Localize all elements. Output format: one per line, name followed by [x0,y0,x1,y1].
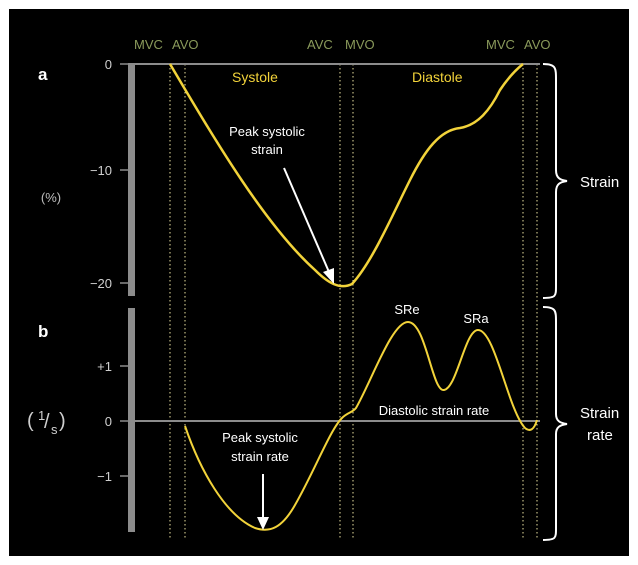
strain-curve [168,63,524,288]
event-label-avo-1: AVO [172,37,199,52]
panel-a-y-axis [128,63,135,296]
svg-text:): ) [59,410,66,432]
event-label-mvc-2: MVC [486,37,515,52]
panel-a-unit: (%) [41,190,61,205]
svg-text:/: / [44,411,50,433]
strain-rate-curve [184,320,538,531]
diastole-label: Diastole [412,69,463,85]
peak-systolic-strain-arrow [283,167,330,273]
strain-rate-bracket [542,306,568,541]
event-label-avc: AVC [307,37,333,52]
panel-b-y-axis [128,308,135,532]
peak-systolic-strain-rate-label-1: Peak systolic [222,430,298,445]
peak-systolic-strain-rate-label-2: strain rate [231,449,289,464]
peak-systolic-strain-rate-arrowhead [257,517,269,530]
strain-rate-side-label-2: rate [587,427,613,444]
systole-label: Systole [232,69,278,85]
svg-text:s: s [51,422,58,437]
panel-b-ytick-plus1: +1 [97,359,112,374]
diastolic-strain-rate-label: Diastolic strain rate [379,403,490,418]
event-label-avo-2: AVO [524,37,551,52]
panel-a-ytick-minus10: −10 [90,163,112,178]
peak-systolic-strain-label-2: strain [251,142,283,157]
svg-text:(: ( [27,410,34,432]
figure-panel [9,9,629,556]
sra-label: SRa [463,311,489,326]
panel-b-ytick-0: 0 [105,414,112,429]
event-label-mvo: MVO [345,37,375,52]
panel-a-ytick-0: 0 [105,57,112,72]
panel-b-ytick-minus1: −1 [97,469,112,484]
event-lines [169,64,538,540]
panel-a-label: a [38,65,48,84]
sre-label: SRe [394,302,419,317]
panel-b-label: b [38,322,48,341]
strain-bracket [542,63,568,299]
strain-rate-side-label-1: Strain [580,405,619,422]
peak-systolic-strain-arrowhead [323,268,334,284]
event-label-mvc-1: MVC [134,37,163,52]
svg-text:1: 1 [38,408,45,423]
panel-a-ytick-minus20: −20 [90,276,112,291]
panel-b-unit: ( 1 / s ) [27,408,66,437]
strain-side-label: Strain [580,174,619,191]
peak-systolic-strain-label-1: Peak systolic [229,124,305,139]
